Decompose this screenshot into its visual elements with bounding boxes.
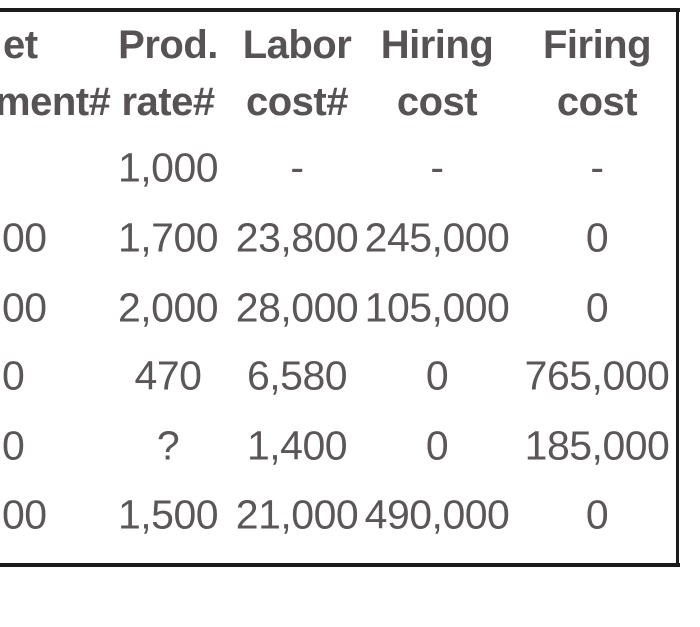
header-hiring-cost-line2: cost [396, 80, 478, 124]
table-cell: - [590, 144, 604, 191]
table-border-top [0, 8, 680, 12]
table-cell: 490,000 [364, 491, 510, 538]
table-cell: 0 [585, 491, 609, 538]
table-cell-fragment: 00 [2, 284, 47, 331]
table-cell: 0 [425, 352, 449, 399]
table-cell: 1,000 [117, 144, 219, 191]
table-cell: - [430, 144, 444, 191]
header-employment-fragment-line2: ment# [0, 80, 111, 124]
table-cell: 23,800 [235, 214, 359, 261]
header-prod-rate-line2: rate# [121, 80, 215, 124]
table-cell: 1,500 [117, 491, 219, 538]
table-cell: 0 [585, 284, 609, 331]
table-cell: 1,700 [117, 214, 219, 261]
table-cell: 21,000 [235, 491, 359, 538]
table-cell-fragment: 00 [2, 214, 47, 261]
header-firing-cost-line2: cost [556, 80, 638, 124]
table-cell: 245,000 [364, 214, 510, 261]
table-cell-unknown-value: ? [156, 422, 180, 469]
table-cell: 185,000 [524, 422, 670, 469]
header-firing-cost-line1: Firing [542, 23, 652, 67]
header-labor-cost-line2: cost# [246, 80, 349, 124]
table-border-right [676, 8, 679, 567]
table-cell-fragment: 00 [2, 491, 47, 538]
table-cell: 28,000 [235, 284, 359, 331]
table-cell: 105,000 [364, 284, 510, 331]
table-cell: 1,400 [246, 422, 348, 469]
header-labor-cost-line1: Labor [242, 23, 352, 67]
table-cell-fragment: 0 [2, 422, 25, 469]
table-cell: 470 [134, 352, 202, 399]
table-border-bottom [0, 563, 680, 567]
table-cell-fragment: 0 [2, 352, 25, 399]
header-hiring-cost-line1: Hiring [380, 23, 494, 67]
table-cell: 765,000 [524, 352, 670, 399]
table-cell: 0 [425, 422, 449, 469]
table-cell: 0 [585, 214, 609, 261]
table-cell: 6,580 [246, 352, 348, 399]
header-prod-rate-line1: Prod. [118, 23, 218, 67]
header-employment-fragment-line1: et [3, 23, 38, 67]
table-cell: - [290, 144, 304, 191]
table-cell: 2,000 [117, 284, 219, 331]
